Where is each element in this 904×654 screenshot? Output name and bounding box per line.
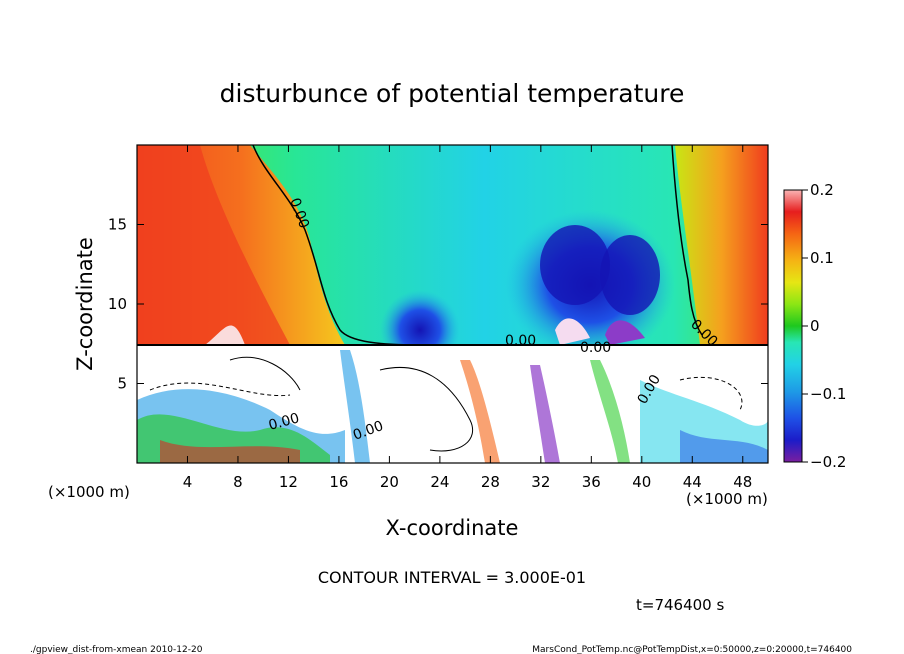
y-axis-label: Z-coordinate [73,237,97,371]
x-tick-label: 40 [632,473,651,491]
x-tick-label: 20 [380,473,399,491]
x-axis: 4 8 12 16 20 24 28 32 36 40 44 48 [183,145,752,491]
colorbar-tick-label: 0.2 [810,181,834,199]
x-unit-right: (×1000 m) [686,490,768,508]
x-axis-label: X-coordinate [386,516,519,540]
footer-right: MarsCond_PotTemp.nc@PotTempDist,x=0:5000… [532,645,852,654]
y-tick-label: 15 [108,216,127,234]
x-tick-label: 24 [430,473,449,491]
colorbar-tick-label: −0.2 [810,453,846,471]
colorbar-tick-label: −0.1 [810,385,846,403]
x-tick-label: 4 [183,473,193,491]
contour-interval: CONTOUR INTERVAL = 3.000E-01 [318,568,586,587]
heatmap-field [137,145,768,463]
time-stamp: t=746400 s [636,596,724,614]
x-tick-label: 28 [481,473,500,491]
contour-label: 0.00 [580,340,611,356]
colorbar [783,189,803,463]
contour-label: 0.00 [505,333,536,349]
footer-left: ./gpview_dist-from-xmean 2010-12-20 [30,645,203,654]
x-tick-label: 8 [233,473,243,491]
x-tick-label: 44 [683,473,702,491]
x-tick-label: 16 [329,473,348,491]
colorbar-ticks: 0.2 0.1 0 −0.1 −0.2 [802,181,846,471]
x-tick-label: 32 [531,473,550,491]
x-tick-label: 36 [582,473,601,491]
colorbar-tick-label: 0 [810,317,820,335]
chart-title: disturbunce of potential temperature [220,79,685,108]
x-unit-left: (×1000 m) [48,483,130,501]
colorbar-tick-label: 0.1 [810,249,834,267]
x-tick-label: 48 [733,473,752,491]
contour-label: 0.00 [267,410,301,434]
y-axis: 5 10 15 [108,216,768,393]
x-tick-label: 12 [279,473,298,491]
y-tick-label: 5 [117,375,127,393]
y-tick-label: 10 [108,295,127,313]
